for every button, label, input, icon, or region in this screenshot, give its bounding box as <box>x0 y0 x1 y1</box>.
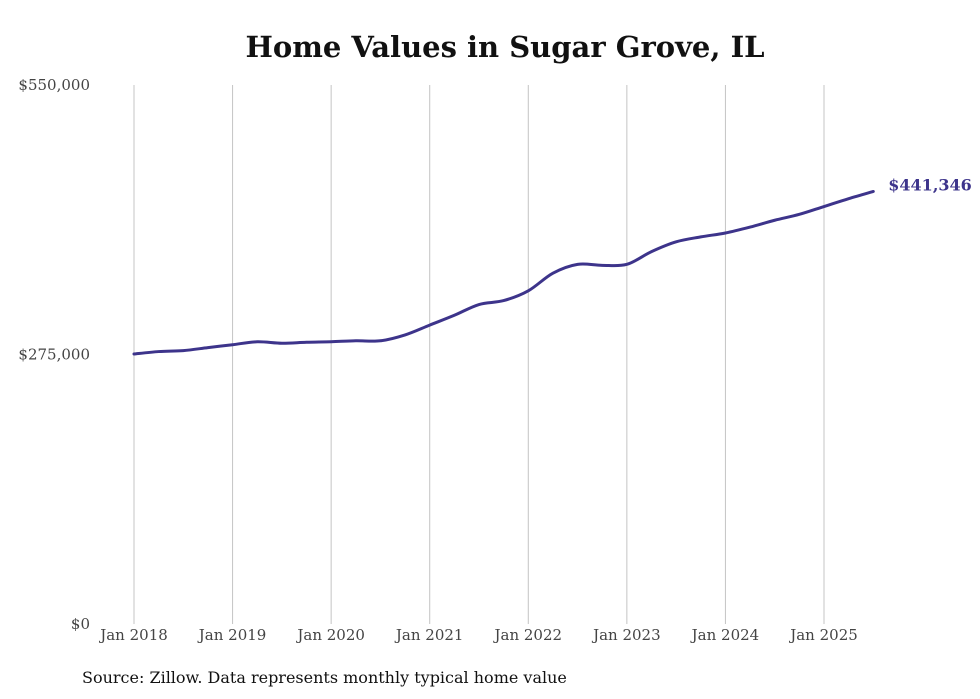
y-tick-label: $0 <box>71 615 90 633</box>
home-value-line <box>132 189 875 356</box>
chart-title: Home Values in Sugar Grove, IL <box>245 30 765 64</box>
y-tick-label: $275,000 <box>18 346 90 364</box>
grid-lines <box>133 85 825 624</box>
x-tick-label: Jan 2018 <box>98 626 168 644</box>
y-tick-label: $550,000 <box>18 76 90 94</box>
latest-value-label: $441,346 <box>888 175 972 194</box>
x-tick-label: Jan 2019 <box>197 626 267 644</box>
x-tick-label: Jan 2024 <box>690 626 760 644</box>
source-note: Source: Zillow. Data represents monthly … <box>82 668 567 687</box>
x-tick-label: Jan 2023 <box>591 626 661 644</box>
x-axis-ticks: Jan 2018 Jan 2019 Jan 2020 Jan 2021 Jan 2022… <box>98 626 858 644</box>
x-tick-label: Jan 2020 <box>295 626 365 644</box>
x-tick-label: Jan 2025 <box>788 626 858 644</box>
y-axis-ticks: $0 $275,000 $550,000 <box>18 76 90 633</box>
x-tick-label: Jan 2022 <box>493 626 563 644</box>
x-tick-label: Jan 2021 <box>394 626 464 644</box>
